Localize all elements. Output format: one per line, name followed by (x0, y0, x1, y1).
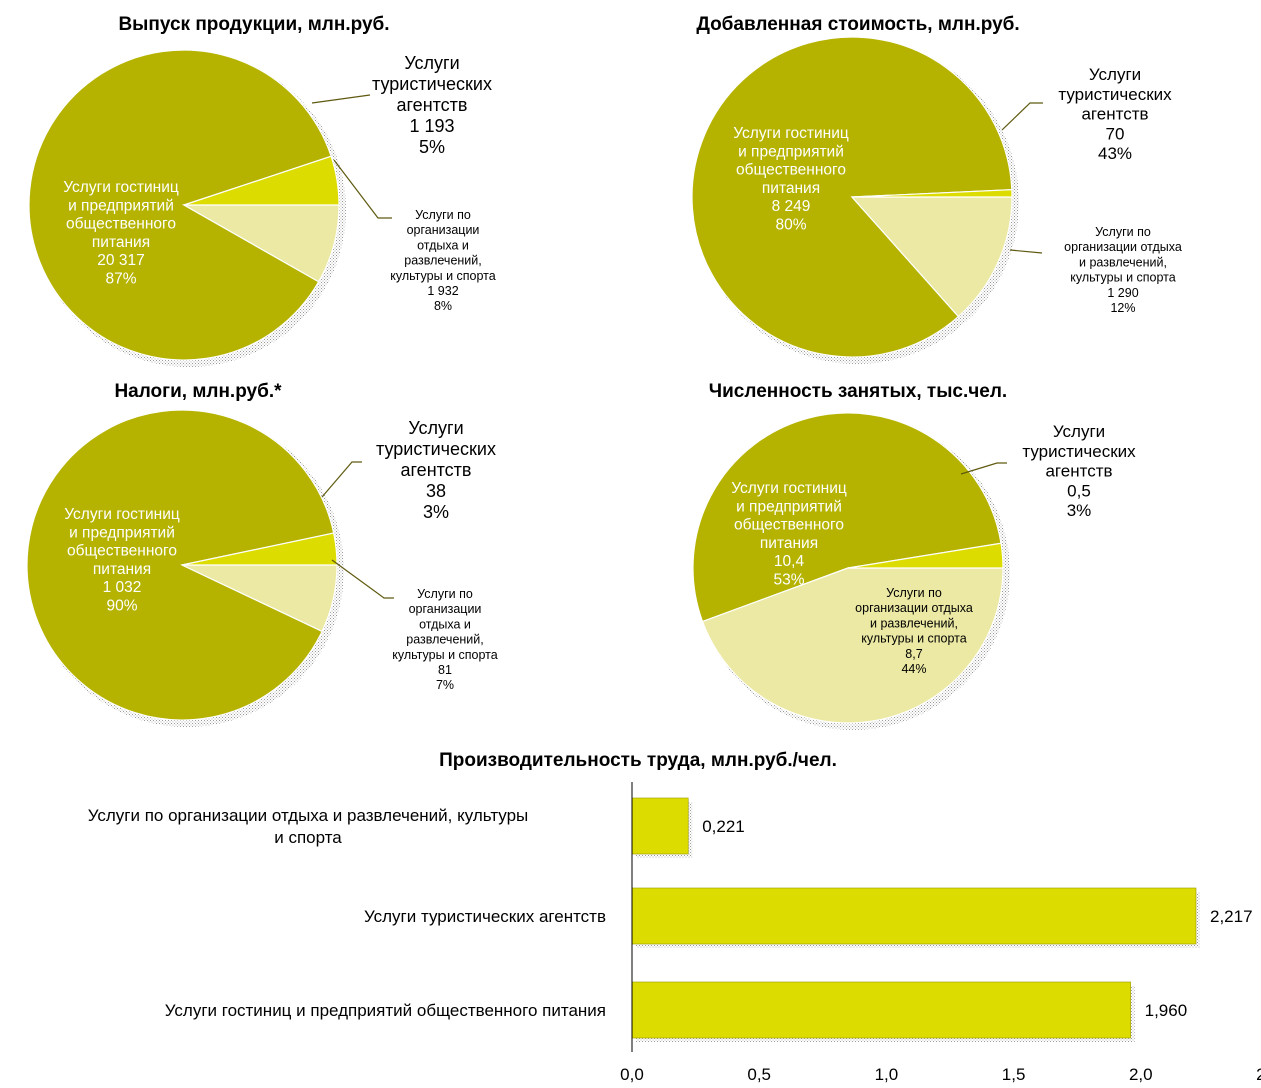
pie-slice-recreation (850, 196, 1013, 318)
pie-chart: Услуги туристических агентств 1 193 5% Услуги… (28, 49, 496, 367)
pie-chart: Услуги туристических агентств 0,5 3% Услуги п… (692, 412, 1136, 730)
bar-productivity-title: Производительность труда, млн.руб./чел. (439, 750, 837, 771)
x-tick-label: 0,0 (620, 1065, 644, 1084)
x-tick-label: 1,5 (1002, 1065, 1026, 1084)
leader-line-agencies (311, 94, 371, 104)
x-tick-label: 1,0 (875, 1065, 899, 1084)
bar (631, 887, 1197, 945)
pie-slice-agencies (847, 542, 1004, 569)
pie-chart: Услуги туристических агентств 70 43% Услуги п… (691, 36, 1182, 364)
leader-line-agencies (960, 462, 1007, 475)
x-tick-label: 2,5 (1256, 1065, 1261, 1084)
pie-label-agencies: Услуги туристических агентств 38 3% (376, 418, 496, 522)
pie-label-agencies: Услуги туристических агентств 70 43% (1058, 65, 1172, 163)
pie-label-recreation: Услуги по организации отдыха и развлечений,… (392, 587, 497, 692)
pie-slice-agencies (183, 155, 340, 206)
pie-label-hotels: Услуги гостиниц и предприятий общественног… (63, 179, 179, 288)
pie-charts: Услуги туристических агентств 1 193 5% Услуги… (26, 36, 1182, 730)
bar (631, 797, 689, 855)
bar-value-label: 1,960 (1145, 1001, 1188, 1020)
pie-taxes-title: Налоги, млн.руб.* (114, 381, 282, 402)
pie-label-agencies: Услуги туристических агентств 1 193 5% (372, 53, 492, 157)
pie-slice-agencies (181, 532, 338, 566)
leader-line-recreation (333, 159, 392, 219)
bar-value-label: 2,217 (1210, 907, 1253, 926)
pie-label-recreation: Услуги по организации отдыха и развлечений… (1064, 225, 1182, 315)
x-tick-label: 2,0 (1129, 1065, 1153, 1084)
pie-label-recreation: Услуги по организации отдыха и развлечений,… (390, 208, 495, 313)
bar-chart: 0,221 Услуги по организации отдыха и разв… (88, 782, 1261, 1084)
pie-value-added-title: Добавленная стоимость, млн.руб. (696, 14, 1019, 35)
pie-label-hotels: Услуги гостиниц и предприятий общественног… (731, 480, 847, 589)
bar-category-label: Услуги гостиниц и предприятий общественн… (165, 1001, 606, 1020)
leader-line-agencies (1001, 102, 1043, 131)
pie-label-hotels: Услуги гостиниц и предприятий общественног… (64, 506, 180, 615)
pie-slice-hotels (26, 409, 335, 721)
leader-line-recreation (1009, 249, 1043, 254)
pie-label-recreation: Услуги по организации отдыха и развлечений… (855, 586, 973, 676)
pie-label-hotels: Услуги гостиниц и предприятий общественног… (733, 125, 849, 234)
bar-category-label: Услуги по организации отдыха и развлечен… (88, 806, 529, 847)
bar (631, 981, 1131, 1039)
bar-value-label: 0,221 (702, 817, 745, 836)
bar-category-label: Услуги туристических агентств (364, 907, 606, 926)
pie-output-title: Выпуск продукции, млн.руб. (118, 14, 389, 35)
leader-line-agencies (321, 461, 362, 498)
pie-label-agencies: Услуги туристических агентств 0,5 3% (1022, 422, 1136, 520)
x-tick-label: 0,5 (747, 1065, 771, 1084)
pie-slice-agencies (851, 189, 1013, 198)
pie-employment-title: Численность занятых, тыс.чел. (709, 381, 1007, 402)
pie-chart: Услуги туристических агентств 38 3% Услуги по… (26, 409, 498, 727)
pie-slice-hotels (692, 412, 1002, 623)
leader-line-recreation (331, 559, 394, 599)
pie-slice-hotels (28, 49, 332, 361)
pie-slice-recreation (701, 567, 1004, 724)
